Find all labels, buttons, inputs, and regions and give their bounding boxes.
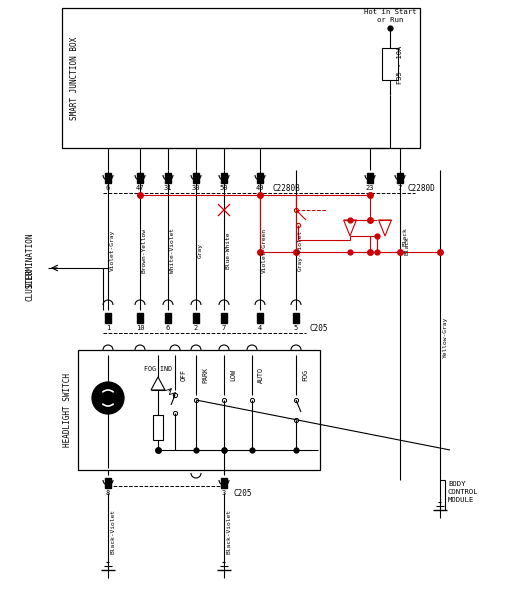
Bar (137, 173, 143, 183)
Text: Gray-Violet: Gray-Violet (297, 230, 302, 271)
Text: C2280D: C2280D (407, 184, 435, 193)
Text: or Run: or Run (376, 17, 402, 23)
Bar (105, 478, 111, 488)
Text: 1: 1 (106, 325, 110, 331)
Text: Violet-Green: Violet-Green (262, 228, 267, 273)
Text: 8: 8 (106, 490, 110, 496)
Text: LOW: LOW (230, 369, 236, 381)
Text: 50: 50 (219, 185, 228, 191)
Bar (192, 313, 199, 323)
Text: CLUSTER: CLUSTER (25, 269, 35, 301)
Text: Gray: Gray (197, 243, 203, 257)
Bar (137, 313, 143, 323)
Text: FOG: FOG (301, 369, 307, 381)
Bar (62, 8, 419, 148)
Text: 49: 49 (255, 185, 264, 191)
Text: 7: 7 (397, 185, 401, 191)
Text: 7: 7 (221, 325, 225, 331)
Text: 47: 47 (135, 185, 144, 191)
Text: Brown-Yellow: Brown-Yellow (142, 228, 147, 273)
Text: Black-Violet: Black-Violet (111, 510, 116, 554)
Text: 10: 10 (135, 325, 144, 331)
Text: C205: C205 (234, 489, 252, 497)
Bar (105, 313, 111, 323)
Bar (153, 415, 163, 440)
Bar (293, 313, 298, 323)
Text: AUTO: AUTO (258, 367, 264, 383)
Text: ILLUMINATION: ILLUMINATION (25, 232, 35, 288)
Bar (105, 173, 111, 183)
Bar (366, 173, 372, 183)
Text: 30: 30 (191, 185, 200, 191)
Text: 6: 6 (165, 325, 170, 331)
Text: Blue-White: Blue-White (225, 231, 231, 269)
Text: 3: 3 (221, 490, 225, 496)
Circle shape (92, 382, 124, 414)
Bar (192, 173, 199, 183)
Text: OFF: OFF (181, 369, 187, 381)
Bar (257, 313, 263, 323)
Text: Violet-Gray: Violet-Gray (110, 230, 115, 271)
Text: Black-Violet: Black-Violet (227, 510, 232, 554)
Text: 2: 2 (193, 325, 197, 331)
Bar (381, 48, 397, 80)
Text: 5: 5 (293, 325, 298, 331)
Text: BODY
CONTROL
MODULE: BODY CONTROL MODULE (447, 481, 477, 503)
Bar (257, 173, 263, 183)
Bar (220, 313, 227, 323)
Bar (396, 173, 402, 183)
Text: SMART JUNCTION BOX: SMART JUNCTION BOX (70, 36, 79, 120)
Bar (165, 313, 171, 323)
Text: 31: 31 (163, 185, 172, 191)
Text: Black: Black (404, 236, 409, 255)
Text: 6: 6 (106, 185, 110, 191)
Bar (220, 478, 227, 488)
Text: FOG IND: FOG IND (144, 366, 172, 372)
Bar (220, 173, 227, 183)
Text: HEADLIGHT SWITCH: HEADLIGHT SWITCH (64, 373, 72, 447)
Text: White-Violet: White-Violet (169, 228, 175, 273)
Text: Hot in Start: Hot in Start (363, 9, 415, 15)
Bar (78, 350, 319, 470)
Bar (165, 173, 171, 183)
Text: PARK: PARK (202, 367, 208, 383)
Text: C2280B: C2280B (272, 184, 300, 193)
Text: Yellow-Gray: Yellow-Gray (442, 316, 447, 357)
Text: Black: Black (402, 228, 407, 246)
Text: 23: 23 (365, 185, 374, 191)
Text: 4: 4 (258, 325, 262, 331)
Text: C205: C205 (309, 324, 328, 333)
Text: F35 - 10A: F35 - 10A (396, 46, 402, 84)
